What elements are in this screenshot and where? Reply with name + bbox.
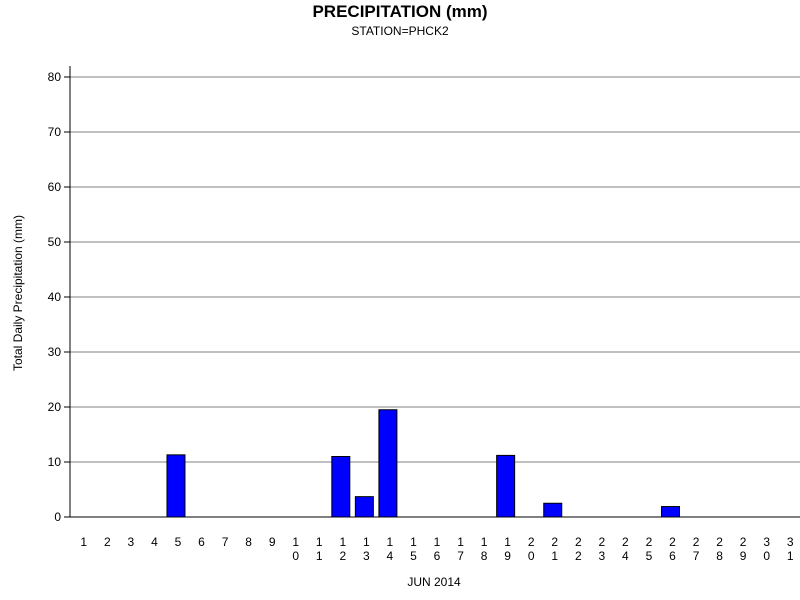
y-axis-label: Total Daily Precipitation (mm) (11, 215, 25, 371)
bar-day-26 (660, 506, 680, 518)
bar-day-19 (496, 454, 516, 518)
bars (166, 409, 680, 518)
bar-day-21 (543, 502, 563, 518)
x-tick-label: 6 (198, 535, 205, 549)
x-tick-label: 7 (222, 535, 229, 549)
bar-day-12 (331, 456, 351, 518)
bar-day-13 (354, 496, 374, 518)
x-tick-label: 5 (175, 535, 182, 549)
y-tick-label: 50 (48, 235, 62, 249)
y-tick-label: 80 (48, 70, 62, 84)
x-tick-label: 4 (151, 535, 158, 549)
bar-day-5 (166, 454, 186, 518)
chart-subtitle: STATION=PHCK2 (351, 24, 449, 38)
x-tick-label: 3 (128, 535, 135, 549)
x-ticks: 1 2 3 4 5 6 7 8 9 1 01 11 21 31 41 51 61 71 81 92 02 12 22 32 42… (80, 535, 793, 563)
x-tick-label: 1 (80, 535, 87, 549)
gridlines (70, 76, 800, 463)
y-tick-label: 60 (48, 180, 62, 194)
x-tick-label: 2 (104, 535, 111, 549)
bar-day-14 (378, 409, 398, 518)
y-tick-label: 40 (48, 290, 62, 304)
y-tick-label: 10 (48, 455, 62, 469)
y-tick-label: 0 (54, 510, 61, 524)
x-axis-label: JUN 2014 (407, 575, 461, 589)
y-ticks: 0 10 20 30 40 50 60 70 80 (48, 70, 70, 524)
chart-title: PRECIPITATION (mm) (312, 2, 487, 21)
x-tick-label: 8 (245, 535, 252, 549)
y-tick-label: 70 (48, 125, 62, 139)
x-tick-label: 9 (269, 535, 276, 549)
y-tick-label: 20 (48, 400, 62, 414)
y-tick-label: 30 (48, 345, 62, 359)
axes (69, 66, 800, 518)
